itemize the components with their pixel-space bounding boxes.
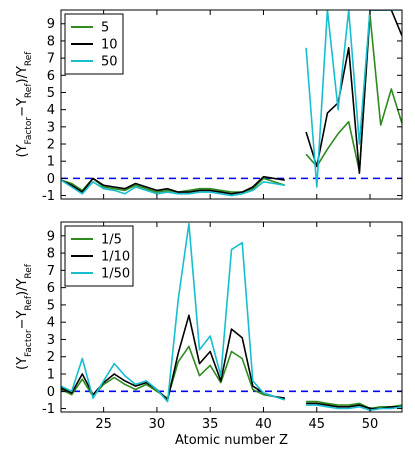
y-tick-label: 4 [47, 103, 55, 118]
series-1-5 [61, 345, 402, 410]
series-line-segment [306, 402, 402, 410]
series-line-segment [306, 404, 402, 412]
y-tick-label: 9 [47, 229, 55, 244]
legend: 5 10 50 [64, 13, 124, 75]
y-axis-label: (YFactor−YRef)/YRef [15, 51, 34, 158]
x-tick-label: 50 [362, 417, 379, 432]
x-tick-label: 30 [149, 417, 166, 432]
series-1-10 [61, 314, 402, 410]
y-tick-label: 2 [47, 138, 55, 153]
series-line-segment [306, 400, 402, 410]
plot-frame [60, 9, 403, 200]
x-tick-label: 40 [255, 417, 272, 432]
y-tick-label: 1 [47, 155, 55, 170]
x-tick-label: 25 [95, 417, 112, 432]
y-tick-label: 3 [47, 120, 55, 135]
y-tick-label: 3 [47, 333, 55, 348]
series-1-50 [61, 222, 402, 412]
y-tick-label: 0 [47, 385, 55, 400]
x-tick-label: 45 [308, 417, 325, 432]
legend-label: 50 [101, 55, 118, 70]
y-tick-label: 0 [47, 172, 55, 187]
y-tick-label: 6 [47, 281, 55, 296]
series-line-segment [305, 10, 402, 174]
chart-panel-1: -1 0 1 2 3 4 5 6 7 8 9 (YFactor−YRef)/YRef 5 10 50 [15, 9, 403, 204]
series-50 [61, 10, 402, 197]
legend-label: 10 [101, 38, 118, 53]
y-tick-label: -1 [42, 189, 55, 204]
series-line-segment [61, 179, 285, 197]
y-axis-label: (YFactor−YRef)/YRef [15, 263, 34, 370]
y-tick-label: 4 [47, 316, 55, 331]
x-axis-label: Atomic number Z [175, 433, 288, 448]
y-tick-label: 5 [47, 86, 55, 101]
series-line-segment [305, 14, 402, 173]
series-line-segment [61, 175, 285, 195]
legend: 1/5 1/10 1/50 [64, 225, 134, 287]
y-tick-label: -1 [42, 402, 55, 417]
y-tick-label: 8 [47, 247, 55, 262]
y-tick-label: 2 [47, 350, 55, 365]
legend-label: 1/10 [101, 250, 130, 265]
legend-box [64, 13, 124, 75]
y-tick-label: 6 [47, 69, 55, 84]
x-tick-label: 35 [202, 417, 219, 432]
legend-label: 1/5 [101, 233, 122, 248]
plot-frame [60, 221, 403, 413]
y-tick-label: 7 [47, 264, 55, 279]
series-10 [61, 10, 402, 195]
y-tick-label: 8 [47, 34, 55, 49]
legend-label: 5 [101, 21, 109, 36]
y-tick-label: 1 [47, 368, 55, 383]
y-tick-label: 9 [47, 17, 55, 32]
legend-label: 1/50 [101, 267, 130, 282]
y-tick-label: 7 [47, 52, 55, 67]
series-line-segment [305, 10, 402, 188]
y-tick-label: 5 [47, 298, 55, 313]
series-line-segment [61, 222, 286, 403]
